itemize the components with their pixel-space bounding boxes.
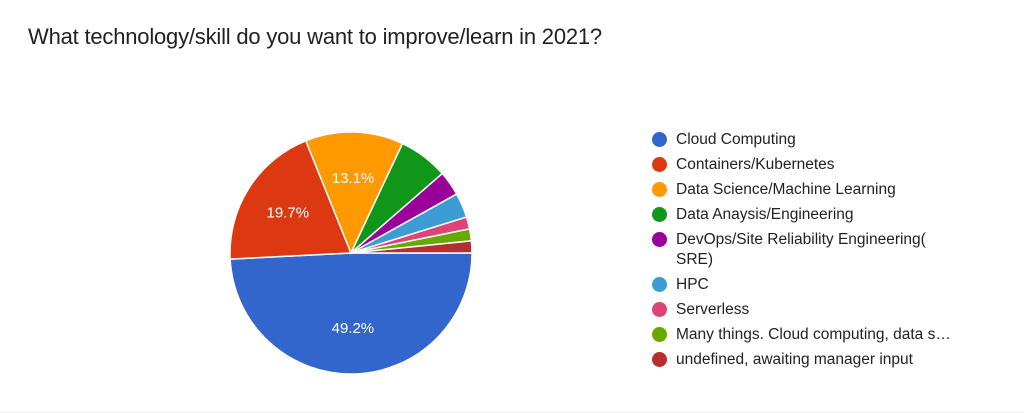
legend-label: DevOps/Site Reliability Engineering( SRE… [676, 231, 926, 268]
legend-swatch-icon [652, 327, 667, 342]
legend-label: Cloud Computing [676, 131, 796, 148]
legend-item[interactable]: undefined, awaiting manager input [652, 350, 966, 370]
legend-swatch-icon [652, 232, 667, 247]
pie-slice-containers-kubernetes[interactable] [229, 139, 353, 260]
legend-label: Serverless [676, 301, 750, 318]
legend-swatch-icon [652, 132, 667, 147]
legend-item[interactable]: Containers/Kubernetes [652, 155, 966, 175]
legend-label: Data Science/Machine Learning [676, 181, 896, 198]
legend-swatch-icon [652, 302, 667, 317]
pie-slice-labels: 49.2% 19.7% 13.1% [267, 170, 375, 337]
slice-percent-label: 49.2% [332, 320, 375, 337]
legend-swatch-icon [652, 277, 667, 292]
chart-title: What technology/skill do you want to imp… [28, 24, 602, 49]
legend-label: undefined, awaiting manager input [676, 351, 913, 368]
pie-slice-undefined-awaiting-manager-input[interactable] [350, 240, 473, 254]
legend-swatch-icon [652, 157, 667, 172]
legend-item[interactable]: DevOps/Site Reliability Engineering( SRE… [652, 230, 966, 270]
legend-label: HPC [676, 276, 709, 293]
legend-label: Containers/Kubernetes [676, 156, 835, 173]
legend-label: Many things. Cloud computing, data s… [676, 326, 951, 343]
legend-item[interactable]: Data Science/Machine Learning [652, 180, 966, 200]
pie-slices [229, 131, 473, 375]
legend-swatch-icon [652, 207, 667, 222]
chart-legend: Cloud Computing Containers/Kubernetes Data… [652, 130, 966, 375]
slice-percent-label: 19.7% [267, 205, 310, 222]
slice-percent-label: 13.1% [332, 170, 375, 187]
legend-item[interactable]: Many things. Cloud computing, data s… [652, 325, 966, 345]
legend-label: Data Anaysis/Engineering [676, 206, 854, 223]
pie-slice-data-science-machine-learning[interactable] [304, 131, 404, 255]
legend-swatch-icon [652, 352, 667, 367]
legend-item[interactable]: Serverless [652, 300, 966, 320]
pie-slice-cloud-computing[interactable] [229, 252, 473, 375]
legend-item[interactable]: HPC [652, 275, 966, 295]
legend-item[interactable]: Cloud Computing [652, 130, 966, 150]
legend-swatch-icon [652, 182, 667, 197]
legend-item[interactable]: Data Anaysis/Engineering [652, 205, 966, 225]
